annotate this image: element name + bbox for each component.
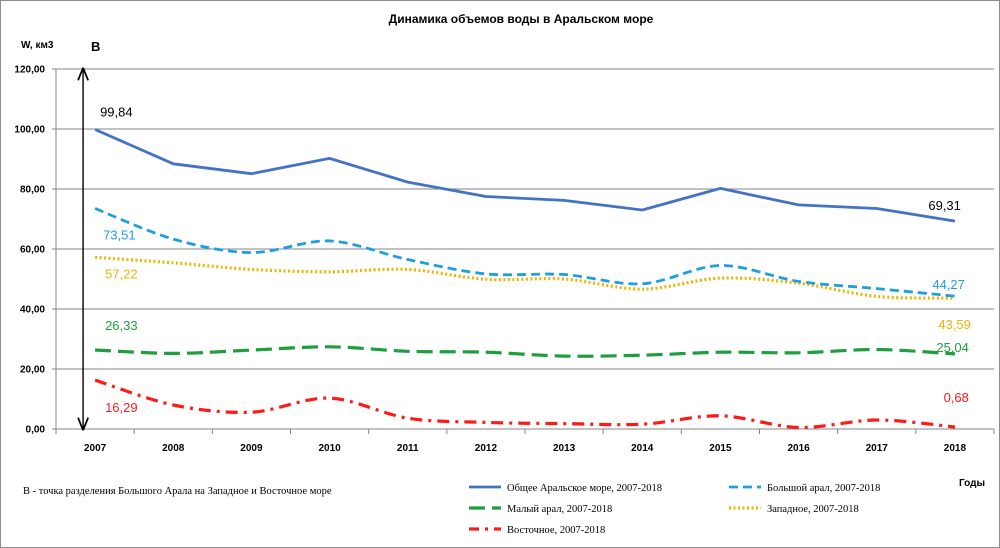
- data-label-start: 57,22: [105, 266, 138, 281]
- series-line-5: [94, 378, 956, 430]
- y-tick-label: 120,00: [14, 65, 45, 76]
- x-tick-label: 2014: [631, 443, 654, 454]
- data-label-start: 26,33: [105, 318, 138, 333]
- data-label-start: 16,29: [105, 400, 138, 415]
- y-tick-label: 100,00: [14, 125, 45, 136]
- y-tick-label: 60,00: [20, 245, 45, 256]
- data-label-end: 43,59: [938, 317, 971, 332]
- chart-note: В - точка разделения Большого Арала на З…: [23, 486, 332, 497]
- y-tick-label: 0,00: [26, 425, 46, 436]
- legend-entry: Западное, 2007-2018: [767, 504, 859, 515]
- data-label-end: 25,04: [936, 340, 969, 355]
- series-line-1: [94, 128, 956, 223]
- x-tick-label: 2016: [787, 443, 810, 454]
- data-label-end: 0,68: [944, 390, 969, 405]
- x-tick-label: 2008: [162, 443, 185, 454]
- series-line-4: [94, 255, 955, 300]
- series-line-2: [94, 207, 956, 298]
- legend-entry: Восточное, 2007-2018: [507, 525, 605, 536]
- data-label-end: 69,31: [928, 198, 961, 213]
- chart-title: Динамика объемов воды в Аральском море: [389, 12, 654, 26]
- series-line-3: [95, 345, 956, 358]
- x-tick-label: 2015: [709, 443, 732, 454]
- point-b-label: B: [91, 39, 100, 54]
- y-tick-label: 40,00: [20, 305, 45, 316]
- x-tick-label: 2017: [866, 443, 889, 454]
- data-label-end: 44,27: [932, 277, 965, 292]
- x-tick-label: 2009: [240, 443, 263, 454]
- y-axis-label: W, км3: [21, 40, 54, 51]
- data-label-start: 99,84: [100, 104, 133, 119]
- legend-entry: Малый арал, 2007-2018: [507, 504, 612, 515]
- x-axis-label: Годы: [959, 478, 985, 489]
- legend-entry: Большой арал, 2007-2018: [767, 483, 880, 494]
- data-label-start: 73,51: [103, 227, 136, 242]
- x-tick-label: 2011: [397, 443, 419, 454]
- x-tick-label: 2010: [318, 443, 341, 454]
- x-tick-label: 2018: [944, 443, 967, 454]
- x-tick-label: 2007: [84, 443, 107, 454]
- legend-entry: Общее Аральское море, 2007-2018: [507, 483, 662, 494]
- y-tick-label: 20,00: [20, 365, 45, 376]
- y-tick-label: 80,00: [20, 185, 45, 196]
- x-tick-label: 2013: [553, 443, 576, 454]
- x-tick-label: 2012: [475, 443, 498, 454]
